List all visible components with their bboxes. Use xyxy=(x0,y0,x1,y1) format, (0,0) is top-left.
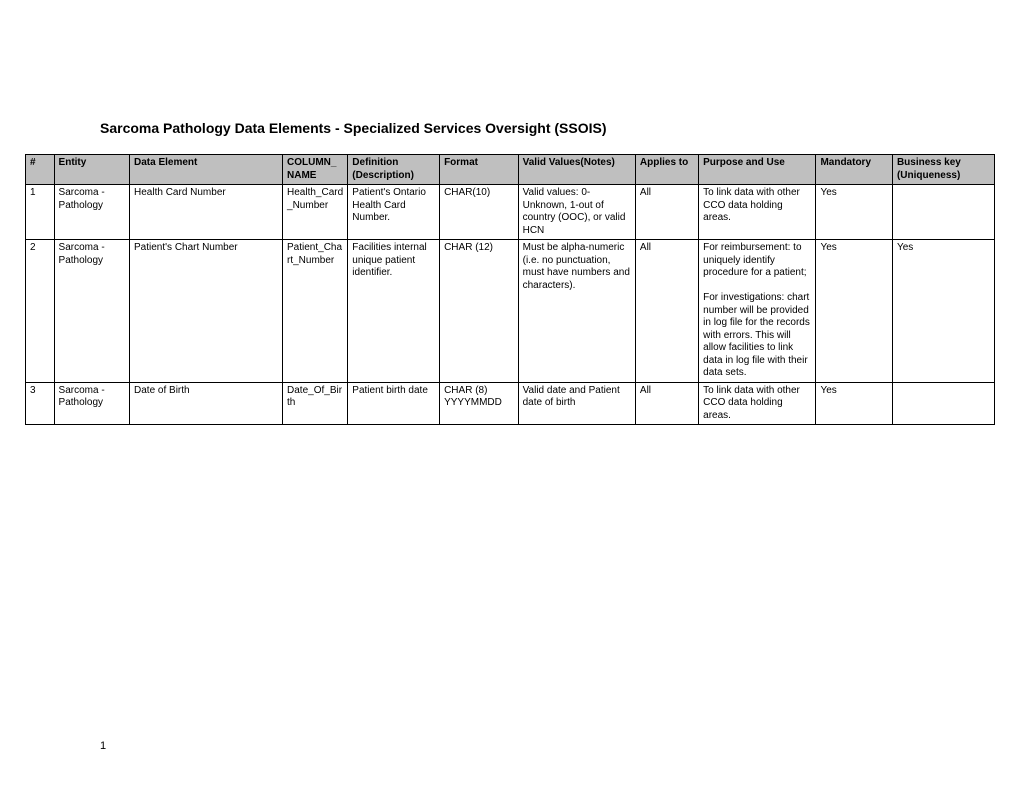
col-header-business-key: Business key (Uniqueness) xyxy=(892,155,994,185)
cell-entity: Sarcoma - Pathology xyxy=(54,382,129,425)
cell-purpose: To link data with other CCO data holding… xyxy=(699,382,816,425)
col-header-valid-values: Valid Values(Notes) xyxy=(518,155,635,185)
table-row: 1 Sarcoma - Pathology Health Card Number… xyxy=(26,185,995,240)
col-header-definition: Definition (Description) xyxy=(348,155,440,185)
col-header-format: Format xyxy=(440,155,519,185)
cell-data-element: Health Card Number xyxy=(130,185,283,240)
cell-business-key: Yes xyxy=(892,240,994,383)
cell-format: CHAR (12) xyxy=(440,240,519,383)
table-row: 2 Sarcoma - Pathology Patient's Chart Nu… xyxy=(26,240,995,383)
cell-business-key xyxy=(892,185,994,240)
cell-definition: Patient's Ontario Health Card Number. xyxy=(348,185,440,240)
cell-mandatory: Yes xyxy=(816,240,893,383)
cell-entity: Sarcoma - Pathology xyxy=(54,185,129,240)
cell-business-key xyxy=(892,382,994,425)
cell-valid-values: Must be alpha-numeric (i.e. no punctuati… xyxy=(518,240,635,383)
table-header-row: # Entity Data Element COLUMN_NAME Defini… xyxy=(26,155,995,185)
cell-format: CHAR (8) YYYYMMDD xyxy=(440,382,519,425)
col-header-number: # xyxy=(26,155,55,185)
cell-entity: Sarcoma - Pathology xyxy=(54,240,129,383)
col-header-data-element: Data Element xyxy=(130,155,283,185)
cell-number: 2 xyxy=(26,240,55,383)
cell-number: 1 xyxy=(26,185,55,240)
table-row: 3 Sarcoma - Pathology Date of Birth Date… xyxy=(26,382,995,425)
cell-data-element: Patient's Chart Number xyxy=(130,240,283,383)
cell-purpose: For reimbursement: to uniquely identify … xyxy=(699,240,816,383)
col-header-purpose: Purpose and Use xyxy=(699,155,816,185)
cell-applies-to: All xyxy=(635,240,698,383)
cell-applies-to: All xyxy=(635,185,698,240)
cell-format: CHAR(10) xyxy=(440,185,519,240)
cell-valid-values: Valid date and Patient date of birth xyxy=(518,382,635,425)
page-title: Sarcoma Pathology Data Elements - Specia… xyxy=(0,0,1020,154)
cell-definition: Facilities internal unique patient ident… xyxy=(348,240,440,383)
table-body: 1 Sarcoma - Pathology Health Card Number… xyxy=(26,185,995,425)
col-header-applies-to: Applies to xyxy=(635,155,698,185)
cell-applies-to: All xyxy=(635,382,698,425)
data-elements-table: # Entity Data Element COLUMN_NAME Defini… xyxy=(25,154,995,425)
cell-purpose: To link data with other CCO data holding… xyxy=(699,185,816,240)
cell-column-name: Health_Card_Number xyxy=(283,185,348,240)
cell-definition: Patient birth date xyxy=(348,382,440,425)
col-header-entity: Entity xyxy=(54,155,129,185)
cell-column-name: Date_Of_Birth xyxy=(283,382,348,425)
cell-column-name: Patient_Chart_Number xyxy=(283,240,348,383)
cell-number: 3 xyxy=(26,382,55,425)
cell-mandatory: Yes xyxy=(816,185,893,240)
page-number: 1 xyxy=(100,740,106,752)
col-header-column-name: COLUMN_NAME xyxy=(283,155,348,185)
document-page: Sarcoma Pathology Data Elements - Specia… xyxy=(0,0,1020,788)
col-header-mandatory: Mandatory xyxy=(816,155,893,185)
cell-valid-values: Valid values: 0-Unknown, 1-out of countr… xyxy=(518,185,635,240)
cell-mandatory: Yes xyxy=(816,382,893,425)
cell-data-element: Date of Birth xyxy=(130,382,283,425)
